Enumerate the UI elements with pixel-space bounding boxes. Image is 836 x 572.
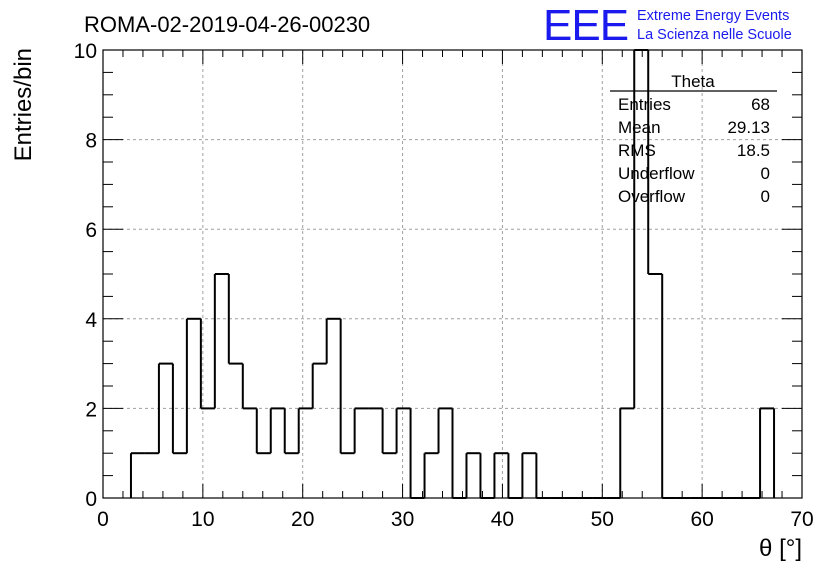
histogram-bin bbox=[507, 453, 523, 499]
histogram-bin bbox=[157, 362, 173, 454]
y-tick-label: 8 bbox=[85, 130, 97, 153]
stats-row-label: Mean bbox=[618, 118, 661, 137]
histogram-bin bbox=[759, 407, 776, 498]
histogram-bin bbox=[185, 317, 201, 454]
eee-logo-mark: EEE bbox=[543, 1, 628, 50]
stats-rows: Entries 68 Mean 29.13 RMS 18.5 Underflow 0 Overf… bbox=[618, 95, 770, 206]
stats-box: Theta Entries 68 Mean 29.13 RMS 18.5 Underflow… bbox=[610, 72, 777, 206]
histogram-bin bbox=[535, 453, 551, 499]
y-tick-label: 10 bbox=[74, 40, 97, 63]
histogram-bin bbox=[451, 408, 467, 499]
stats-title: Theta bbox=[671, 72, 715, 91]
x-tick-label: 30 bbox=[391, 508, 414, 531]
histogram-bin bbox=[227, 274, 243, 365]
stats-row-value: 18.5 bbox=[737, 141, 770, 160]
histogram-bin bbox=[465, 452, 481, 498]
histogram-bin bbox=[437, 407, 453, 454]
x-axis-label: θ [°] bbox=[759, 535, 802, 562]
stats-row-value: 68 bbox=[751, 95, 770, 114]
y-tick-label: 6 bbox=[85, 219, 97, 242]
stats-row-label: Entries bbox=[618, 95, 671, 114]
x-tick-label: 60 bbox=[690, 508, 713, 531]
stats-row-label: RMS bbox=[618, 141, 656, 160]
histogram-bars bbox=[129, 49, 776, 499]
y-tick-label: 2 bbox=[85, 398, 97, 421]
y-tick-label: 4 bbox=[85, 309, 97, 332]
axis-ticks bbox=[102, 49, 803, 499]
y-tick-label: 0 bbox=[85, 488, 97, 511]
histogram-bin bbox=[339, 318, 355, 455]
x-tick-label: 70 bbox=[790, 508, 813, 531]
histogram-bin bbox=[213, 273, 229, 409]
histogram-bin bbox=[353, 407, 369, 454]
x-tick-label: 0 bbox=[97, 508, 109, 531]
chart-title: ROMA-02-2019-04-26-00230 bbox=[84, 12, 370, 37]
logo-line-2: La Scienza nelle Scuole bbox=[637, 27, 792, 43]
histogram-bin bbox=[661, 274, 677, 499]
plot-frame bbox=[102, 49, 803, 499]
histogram-bin bbox=[255, 408, 271, 455]
x-tick-label: 40 bbox=[491, 508, 514, 531]
stats-row-value: 0 bbox=[761, 187, 770, 206]
x-tick-label: 50 bbox=[591, 508, 614, 531]
x-tick-label: 20 bbox=[291, 508, 314, 531]
histogram-bin bbox=[647, 50, 663, 275]
stats-row-value: 29.13 bbox=[727, 118, 770, 137]
x-tick-label: 10 bbox=[191, 508, 214, 531]
logo-line-1: Extreme Energy Events bbox=[637, 8, 789, 24]
stats-row-label: Underflow bbox=[618, 164, 695, 183]
stats-row-label: Overflow bbox=[618, 187, 686, 206]
histogram-bin bbox=[325, 317, 341, 364]
histogram-bin bbox=[311, 362, 327, 409]
histogram-bin bbox=[241, 363, 257, 410]
histogram-bin bbox=[423, 452, 439, 498]
histogram-bin bbox=[199, 318, 215, 410]
histogram-bin bbox=[171, 363, 187, 455]
histogram-bin bbox=[129, 452, 145, 498]
histogram-bin bbox=[493, 452, 509, 498]
histogram-bin bbox=[521, 452, 537, 498]
histogram-bin bbox=[381, 408, 397, 455]
histogram-bin bbox=[283, 408, 299, 455]
stats-row-value: 0 bbox=[761, 164, 770, 183]
histogram-bin bbox=[409, 408, 425, 499]
grid bbox=[103, 50, 802, 498]
histogram-bin bbox=[269, 407, 285, 454]
histogram-bin bbox=[619, 407, 635, 498]
histogram-bin bbox=[395, 407, 411, 454]
histogram-bin bbox=[297, 407, 313, 454]
y-axis-label: Entries/bin bbox=[10, 48, 37, 161]
